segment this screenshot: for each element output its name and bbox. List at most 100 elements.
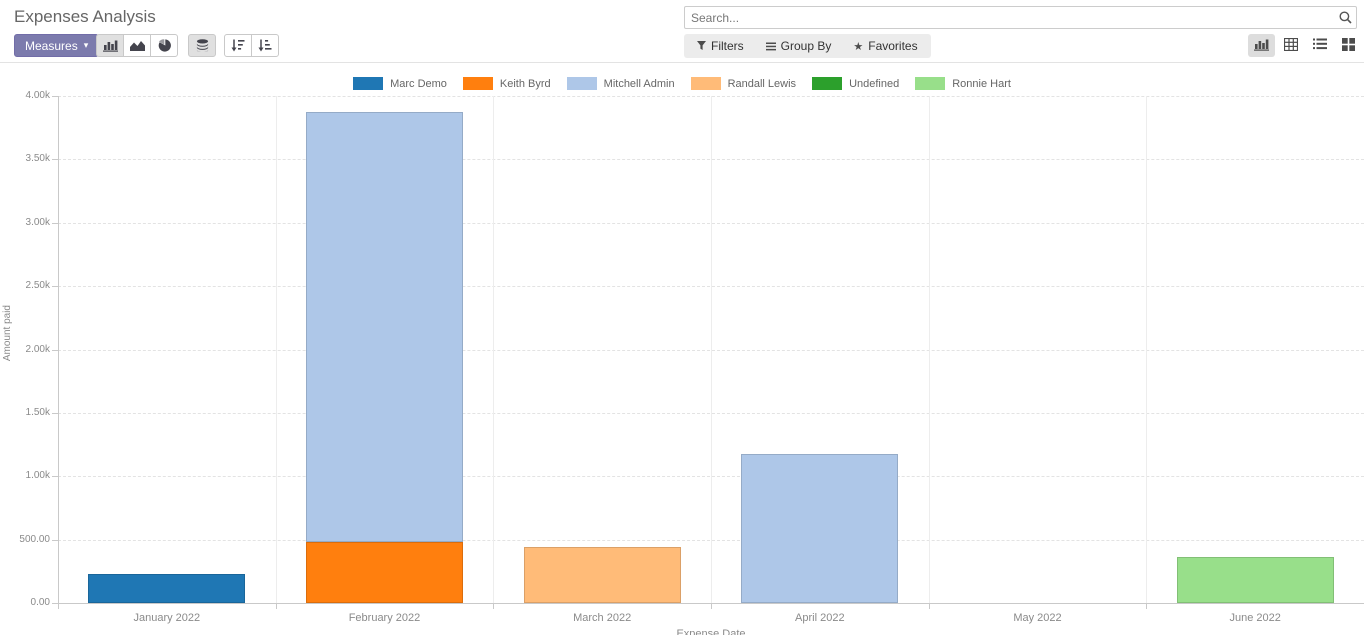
legend-swatch bbox=[462, 77, 493, 90]
y-tick-label: 3.50k bbox=[25, 153, 50, 165]
bar-chart-button[interactable] bbox=[96, 34, 124, 57]
page-title: Expenses Analysis bbox=[14, 7, 156, 26]
x-tick-label: June 2022 bbox=[1229, 612, 1281, 624]
measures-button[interactable]: Measures ▾ bbox=[14, 34, 100, 57]
x-tick-mark bbox=[493, 603, 495, 609]
graph-view-icon bbox=[1254, 38, 1269, 54]
kanban-view-button[interactable] bbox=[1335, 34, 1362, 57]
favorites-star-icon: ★ bbox=[853, 40, 864, 53]
pivot-view-button[interactable] bbox=[1277, 34, 1304, 57]
sort-button-group bbox=[224, 34, 279, 57]
legend-label: Marc Demo bbox=[390, 77, 447, 90]
y-tick-mark bbox=[52, 476, 58, 478]
y-tick-mark bbox=[52, 603, 58, 604]
bar-segment[interactable] bbox=[741, 454, 898, 603]
pivot-view-icon bbox=[1283, 37, 1298, 54]
y-tick-mark bbox=[52, 412, 58, 414]
stacked-database-icon bbox=[196, 39, 209, 52]
favorites-button[interactable]: ★ Favorites bbox=[842, 34, 928, 58]
legend-item[interactable]: Randall Lewis bbox=[690, 77, 797, 90]
x-gridline bbox=[493, 96, 495, 603]
y-tick-label: 2.00k bbox=[25, 343, 50, 355]
y-axis-line bbox=[58, 96, 59, 609]
graph-view-button[interactable] bbox=[1248, 34, 1275, 57]
sort-desc-button[interactable] bbox=[224, 34, 252, 57]
pie-chart-button[interactable] bbox=[150, 34, 178, 57]
x-tick-label: May 2022 bbox=[1013, 612, 1062, 624]
legend-label: Keith Byrd bbox=[499, 77, 551, 90]
sort-asc-icon bbox=[258, 39, 272, 52]
legend-label: Ronnie Hart bbox=[952, 77, 1011, 90]
area-chart-icon bbox=[129, 40, 145, 52]
bar-chart-icon bbox=[102, 39, 118, 52]
y-tick-mark bbox=[52, 96, 58, 97]
stacked-button[interactable] bbox=[188, 34, 216, 57]
filter-funnel-icon bbox=[697, 41, 706, 51]
pie-chart-icon bbox=[158, 39, 171, 52]
bar-segment[interactable] bbox=[524, 547, 681, 603]
y-tick-label: 1.50k bbox=[25, 406, 50, 418]
legend-item[interactable]: Marc Demo bbox=[353, 77, 447, 90]
legend-item[interactable]: Undefined bbox=[812, 77, 899, 90]
legend-label: Randall Lewis bbox=[727, 77, 797, 90]
search-icon[interactable] bbox=[1334, 11, 1356, 24]
group-by-button[interactable]: Group By bbox=[755, 34, 843, 58]
y-tick-label: 1.00k bbox=[25, 470, 50, 482]
search-box bbox=[684, 6, 1357, 29]
bar-segment[interactable] bbox=[306, 542, 463, 603]
y-tick-mark bbox=[52, 286, 58, 288]
control-panel-divider bbox=[0, 62, 1364, 63]
caret-down-icon: ▾ bbox=[83, 40, 89, 50]
search-input[interactable] bbox=[685, 10, 1334, 25]
x-tick-mark bbox=[711, 603, 712, 609]
chart-type-button-group bbox=[96, 34, 178, 57]
x-tick-label: February 2022 bbox=[348, 612, 421, 624]
legend-swatch bbox=[353, 77, 384, 90]
x-gridline bbox=[275, 96, 277, 603]
stacked-button-group bbox=[188, 34, 216, 57]
x-gridline bbox=[1146, 96, 1148, 603]
list-view-button[interactable] bbox=[1306, 34, 1333, 57]
x-tick-mark bbox=[1146, 603, 1148, 609]
sort-asc-button[interactable] bbox=[251, 34, 279, 57]
legend-item[interactable]: Mitchell Admin bbox=[566, 77, 675, 90]
kanban-view-icon bbox=[1342, 37, 1355, 54]
bar-segment[interactable] bbox=[88, 574, 245, 603]
y-tick-mark bbox=[52, 539, 58, 541]
legend-item[interactable]: Keith Byrd bbox=[462, 77, 551, 90]
favorites-label: Favorites bbox=[868, 39, 918, 53]
legend-label: Mitchell Admin bbox=[603, 77, 675, 90]
y-tick-mark bbox=[52, 159, 58, 161]
x-tick-label: April 2022 bbox=[795, 612, 845, 624]
x-gridline bbox=[711, 96, 712, 603]
legend-swatch bbox=[915, 77, 946, 90]
legend-swatch bbox=[690, 77, 721, 90]
y-tick-mark bbox=[52, 349, 58, 351]
search-filter-bar: Filters Group By ★ Favorites bbox=[684, 34, 931, 58]
y-tick-mark bbox=[52, 222, 58, 224]
y-tick-label: 2.50k bbox=[25, 280, 50, 292]
legend-swatch bbox=[566, 77, 597, 90]
area-chart-button[interactable] bbox=[123, 34, 151, 57]
view-switcher bbox=[1248, 34, 1362, 57]
legend-item[interactable]: Ronnie Hart bbox=[915, 77, 1011, 90]
x-tick-mark bbox=[275, 603, 277, 609]
bar-segment[interactable] bbox=[1177, 557, 1334, 603]
x-axis-title: Expense Date bbox=[676, 628, 746, 635]
x-tick-mark bbox=[58, 603, 59, 609]
filters-button[interactable]: Filters bbox=[686, 34, 755, 58]
legend-swatch bbox=[812, 77, 843, 90]
legend-label: Undefined bbox=[849, 77, 900, 90]
x-tick-mark bbox=[928, 603, 930, 609]
y-tick-label: 0.00 bbox=[30, 597, 50, 608]
bar-segment[interactable] bbox=[306, 111, 463, 543]
list-view-icon bbox=[1312, 38, 1327, 53]
sort-desc-icon bbox=[231, 39, 245, 52]
filters-label: Filters bbox=[711, 39, 744, 53]
group-by-icon bbox=[765, 42, 776, 51]
y-tick-label: 4.00k bbox=[25, 90, 50, 101]
y-tick-label: 3.00k bbox=[25, 216, 50, 228]
group-by-label: Group By bbox=[780, 39, 832, 53]
